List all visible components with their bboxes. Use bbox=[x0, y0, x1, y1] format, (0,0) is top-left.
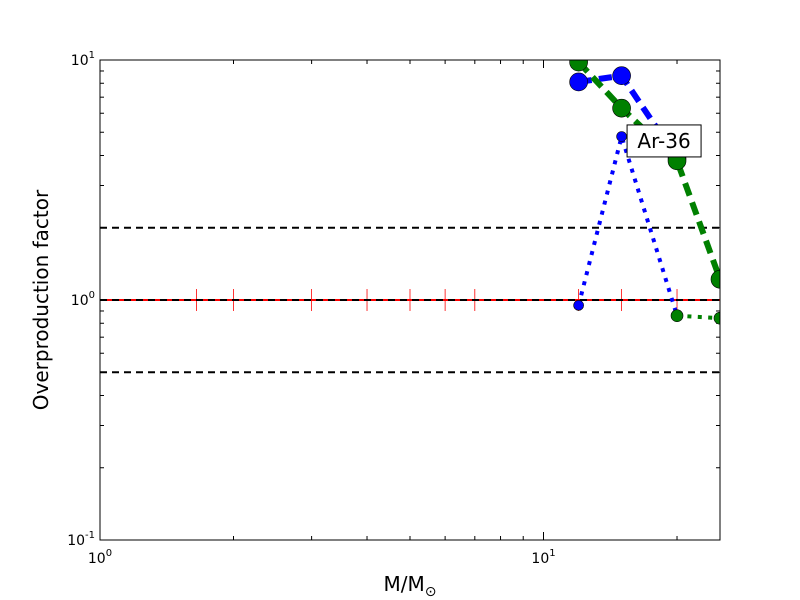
x-axis-label-sun-subscript: ⊙ bbox=[425, 584, 437, 600]
annotations: Ar-36 bbox=[626, 124, 702, 158]
plot-frame bbox=[99, 59, 721, 541]
series-point bbox=[710, 269, 720, 289]
series-2 bbox=[670, 309, 720, 325]
y-tick-label: 101 bbox=[71, 50, 95, 69]
series-point bbox=[713, 311, 720, 325]
x-tick-label: 100 bbox=[88, 548, 112, 567]
annotation-box bbox=[626, 124, 702, 158]
x-tick-label-base: 10 bbox=[531, 551, 549, 567]
y-tick-label-base: 10 bbox=[71, 293, 89, 309]
y-axis-label: Overproduction factor bbox=[29, 189, 53, 410]
series-point bbox=[573, 300, 584, 311]
annotation-label: Ar-36 bbox=[637, 129, 690, 153]
x-tick-label-exponent: 0 bbox=[106, 548, 112, 559]
x-tick-label-base: 10 bbox=[88, 551, 106, 567]
y-tick-label-exponent: 0 bbox=[89, 290, 95, 301]
y-tick-label: 100 bbox=[71, 290, 95, 309]
y-tick-label-exponent: 1 bbox=[89, 50, 95, 61]
x-axis-label: M/M⊙ bbox=[384, 572, 437, 600]
series-point bbox=[569, 72, 588, 92]
y-tick-label-exponent: -1 bbox=[85, 530, 95, 541]
series-line bbox=[676, 313, 720, 321]
x-tick-label: 101 bbox=[531, 548, 555, 567]
series-point bbox=[616, 131, 627, 142]
reference-lines bbox=[100, 226, 720, 374]
y-tick-label: 10-1 bbox=[67, 530, 95, 549]
series-point bbox=[612, 66, 631, 86]
y-tick-label-base: 10 bbox=[67, 533, 85, 549]
y-tick-label-base: 10 bbox=[71, 53, 89, 69]
x-tick-labels: 100 101 bbox=[88, 548, 556, 567]
series-point bbox=[612, 98, 631, 118]
x-tick-label-exponent: 1 bbox=[549, 548, 555, 559]
series-line bbox=[576, 60, 720, 281]
x-axis-label-text: M/M bbox=[384, 572, 425, 596]
series-point bbox=[670, 309, 684, 323]
series-point bbox=[569, 60, 588, 72]
